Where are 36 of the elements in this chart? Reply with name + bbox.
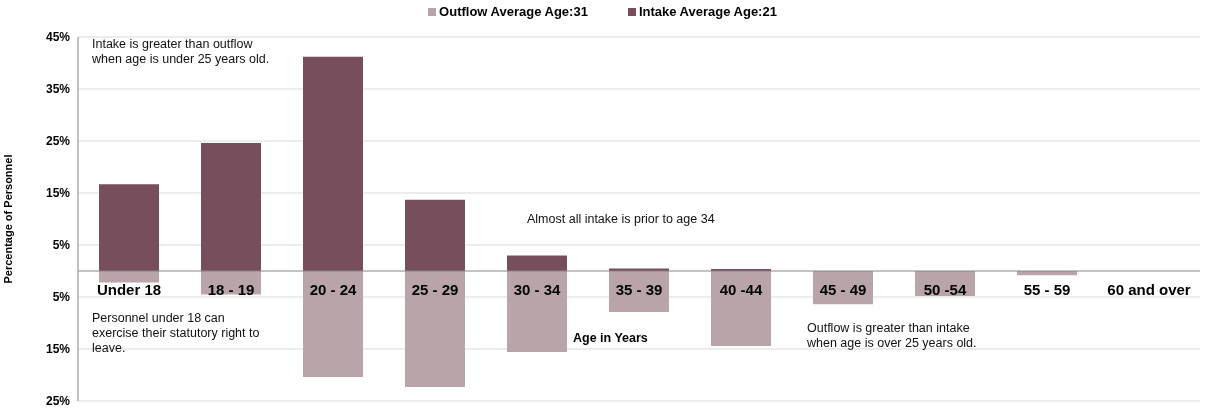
y-tick-label: 25% <box>45 394 71 409</box>
y-tick-label: 15% <box>45 342 71 357</box>
x-tick-label: 55 - 59 <box>1023 280 1071 298</box>
bar <box>711 271 771 346</box>
bar <box>405 199 465 271</box>
y-tick-label: 5% <box>52 238 71 253</box>
bar <box>201 143 261 271</box>
bar <box>303 56 363 271</box>
bar <box>507 271 567 353</box>
x-tick-label: 45 - 49 <box>819 280 867 298</box>
bar <box>507 255 567 271</box>
annotation: Personnel under 18 can exercise their statutory right to leave. <box>92 311 260 356</box>
x-tick-label: Under 18 <box>96 280 162 298</box>
y-tick-label: 15% <box>45 186 71 201</box>
legend-label: Intake Average Age:21 <box>637 4 777 19</box>
x-tick-label: 18 - 19 <box>207 280 255 298</box>
y-tick-label: 5% <box>52 290 71 305</box>
y-tick-label: 25% <box>45 134 71 149</box>
y-tick-label: 45% <box>45 30 71 45</box>
y-axis-title: Percentage of Personnel <box>1 154 14 284</box>
x-tick-label: 20 - 24 <box>309 280 358 298</box>
x-tick-label: 60 and over <box>1107 280 1191 298</box>
y-tick-label: 35% <box>45 82 71 97</box>
bar <box>303 271 363 378</box>
x-tick-label: 50 -54 <box>923 280 967 298</box>
x-tick-label: 40 -44 <box>719 280 763 298</box>
x-tick-label: 25 - 29 <box>411 280 459 298</box>
bar <box>99 184 159 271</box>
x-tick-label: 35 - 39 <box>615 280 663 298</box>
bar <box>405 271 465 387</box>
annotation: Outflow is greater than intake when age is over 25 years old. <box>807 321 977 351</box>
x-axis-title: Age in Years <box>573 331 648 345</box>
x-tick-label: 30 - 34 <box>513 280 562 298</box>
annotation: Almost all intake is prior to age 34 <box>527 212 715 227</box>
legend-label: Outflow Average Age:31 <box>438 4 588 19</box>
annotation: Intake is greater than outflow when age is under 25 years old. <box>92 37 270 67</box>
